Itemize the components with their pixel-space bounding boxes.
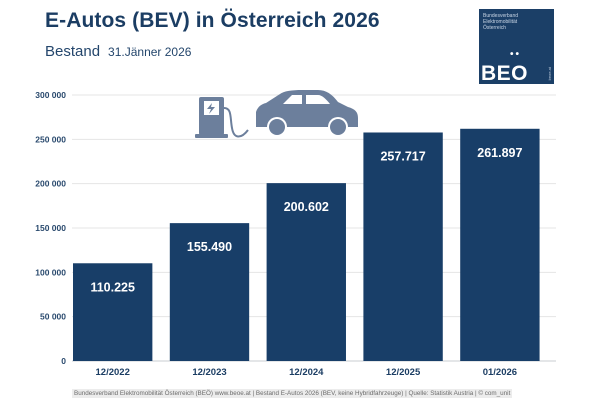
bar-value-label: 257.717 (380, 149, 425, 163)
bars: 110.225 155.490 200.602 257.717 261.897 (73, 128, 540, 361)
x-tick-label: 01/2026 (483, 367, 517, 378)
logo-dots: •• (510, 49, 522, 60)
chart-title: E-Autos (BEV) in Österreich 2026 (45, 9, 380, 32)
bar-01-2026 (460, 128, 540, 361)
bar-12-2024 (266, 183, 346, 361)
footer-source: Bundesverband Elektromobilität Österreic… (72, 389, 513, 398)
y-tick-label: 150 000 (35, 223, 66, 233)
x-tick-label: 12/2023 (192, 367, 226, 378)
x-tick-label: 12/2025 (386, 367, 421, 378)
y-axis-ticks: 0 50 000 100 000 150 000 200 000 250 000 300 0… (35, 90, 66, 366)
subtitle-label: Bestand (45, 43, 101, 60)
bar-value-label: 155.490 (187, 240, 232, 254)
beo-logo: Bundesverband Elektromobilität Österreic… (479, 9, 554, 84)
y-tick-label: 50 000 (40, 312, 66, 322)
chart-subtitle: Bestand 31.Jänner 2026 (45, 43, 191, 60)
bar-value-label: 110.225 (90, 280, 135, 294)
logo-org-name: Bundesverband Elektromobilität Österreic… (483, 13, 519, 31)
ev-charging-car-icon (195, 90, 358, 138)
subtitle-date: 31.Jänner 2026 (108, 45, 192, 59)
bar-value-label: 261.897 (477, 146, 522, 160)
x-axis-ticks: 12/2022 12/2023 12/2024 12/2025 01/2026 (96, 367, 518, 378)
y-tick-label: 250 000 (35, 134, 66, 144)
y-tick-label: 100 000 (35, 267, 66, 277)
bar-12-2023 (169, 223, 250, 361)
y-tick-label: 300 000 (35, 90, 66, 100)
logo-wordmark: BEO (481, 62, 529, 85)
bar-12-2025 (363, 132, 443, 361)
x-tick-label: 12/2024 (289, 367, 324, 378)
y-tick-label: 0 (61, 356, 66, 366)
y-tick-label: 200 000 (35, 179, 66, 189)
bar-12-2022 (73, 263, 153, 361)
x-tick-label: 12/2022 (96, 367, 130, 378)
bar-value-label: 200.602 (284, 200, 329, 214)
